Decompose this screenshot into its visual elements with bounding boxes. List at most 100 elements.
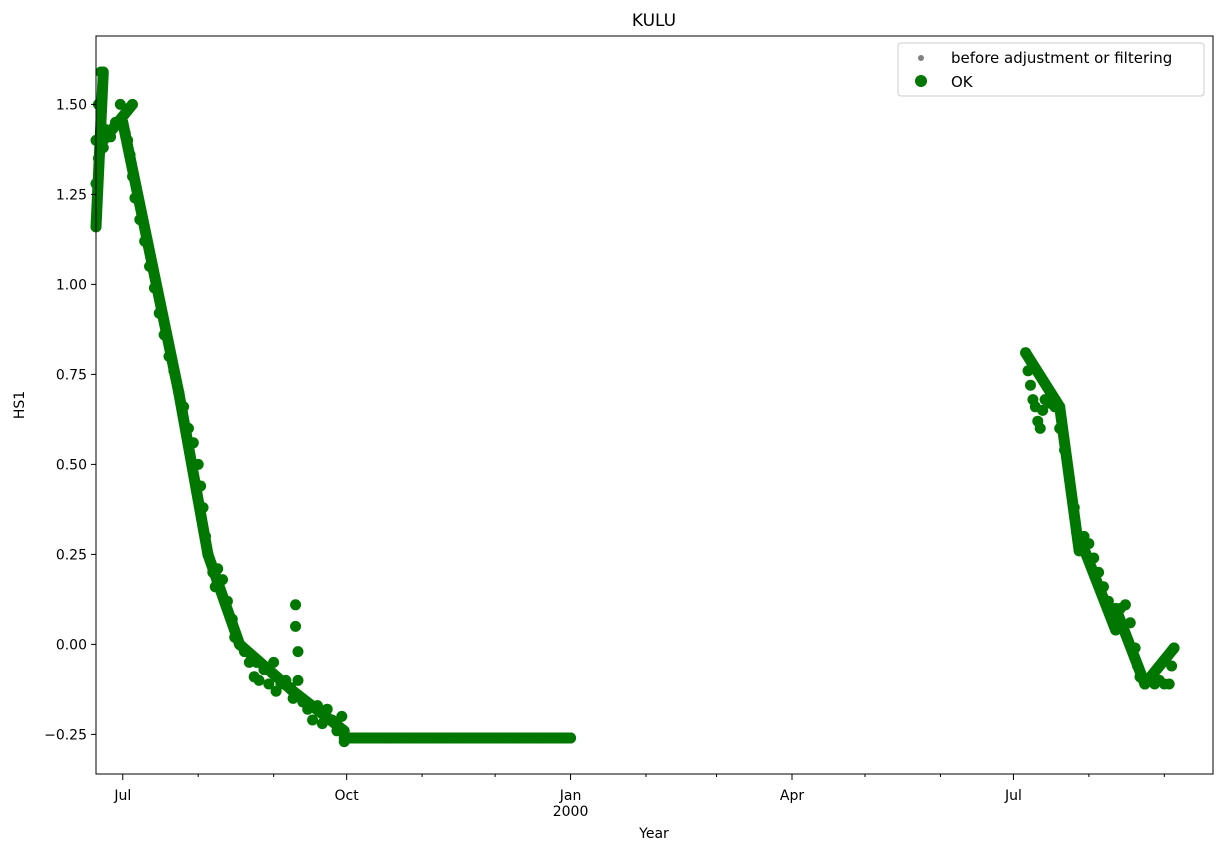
legend-label-ok: OK — [951, 73, 974, 91]
x-tick-label: Jul — [113, 788, 131, 804]
data-point — [565, 732, 577, 744]
data-band — [117, 116, 185, 398]
data-point — [316, 718, 328, 730]
plot-area — [90, 66, 1180, 748]
data-point — [139, 235, 151, 247]
data-point — [290, 620, 302, 632]
data-point — [253, 674, 265, 686]
data-point — [134, 214, 146, 226]
data-point — [1020, 347, 1032, 359]
data-point — [336, 710, 348, 722]
plot-frame — [95, 35, 1214, 775]
data-point — [326, 714, 338, 726]
data-point — [1063, 473, 1075, 485]
x-tick-label: Apr — [780, 788, 804, 804]
data-point — [1093, 566, 1105, 578]
data-point — [292, 674, 304, 686]
data-point — [217, 574, 229, 586]
data-point — [117, 116, 129, 128]
legend-label-before: before adjustment or filtering — [951, 49, 1172, 67]
data-point — [200, 530, 212, 542]
data-point — [221, 595, 233, 607]
data-point — [1110, 624, 1122, 636]
data-point — [144, 260, 156, 272]
y-tick-label: 1.00 — [56, 277, 87, 293]
data-point — [1068, 502, 1080, 514]
data-point — [212, 563, 224, 575]
data-point — [122, 134, 134, 146]
chart-title: KULU — [632, 11, 676, 31]
data-point — [307, 714, 319, 726]
data-point — [1024, 379, 1036, 391]
data-point — [1054, 422, 1066, 434]
data-point — [387, 732, 399, 744]
data-point — [1083, 538, 1095, 550]
data-point — [511, 732, 523, 744]
y-tick-label: 1.50 — [56, 97, 87, 113]
data-point — [1034, 422, 1046, 434]
data-point — [173, 386, 185, 398]
data-point — [462, 732, 474, 744]
legend-frame — [897, 42, 1205, 97]
data-point — [168, 365, 180, 377]
data-point — [192, 458, 204, 470]
data-point — [414, 732, 426, 744]
y-axis: −0.25 0.00 0.25 0.50 0.75 1.00 1.25 1.50 — [44, 97, 96, 743]
data-point — [1037, 404, 1049, 416]
data-point — [182, 422, 194, 434]
data-point — [92, 152, 104, 164]
data-point — [1088, 552, 1100, 564]
data-point — [197, 502, 209, 514]
data-point — [1073, 545, 1085, 557]
y-tick-label: 1.25 — [56, 187, 87, 203]
data-band — [173, 386, 214, 560]
data-point — [535, 732, 547, 744]
data-point — [321, 703, 333, 715]
data-point — [209, 581, 221, 593]
data-point — [487, 732, 499, 744]
y-tick-label: −0.25 — [44, 727, 87, 743]
data-point — [438, 732, 450, 744]
x-tick-sublabel: 2000 — [553, 804, 589, 820]
data-point — [1129, 642, 1141, 654]
data-point — [148, 282, 160, 294]
data-band — [1073, 530, 1122, 636]
y-tick-label: 0.00 — [56, 637, 87, 653]
data-point — [341, 732, 353, 744]
data-point — [263, 678, 275, 690]
data-point — [202, 548, 214, 560]
data-point — [238, 646, 250, 658]
y-axis-label: HS1 — [12, 391, 28, 419]
data-point — [158, 329, 170, 341]
data-point — [292, 646, 304, 658]
data-point — [105, 131, 117, 143]
legend-marker-ok — [915, 75, 927, 87]
data-point — [187, 437, 199, 449]
data-point — [251, 656, 263, 668]
data-band — [1020, 347, 1066, 413]
y-tick-label: 0.75 — [56, 367, 87, 383]
data-point — [1119, 599, 1131, 611]
data-point — [302, 703, 314, 715]
data-point — [95, 66, 107, 78]
data-point — [285, 682, 297, 694]
data-point — [268, 656, 280, 668]
data-point — [1102, 595, 1114, 607]
data-point — [178, 401, 190, 413]
data-point — [1124, 617, 1136, 629]
data-point — [127, 170, 139, 182]
data-point — [1022, 365, 1034, 377]
data-point — [97, 142, 109, 154]
data-point — [331, 725, 343, 737]
data-point — [1049, 401, 1061, 413]
data-point — [258, 664, 270, 676]
data-point — [290, 599, 302, 611]
data-point — [287, 692, 299, 704]
legend-marker-before — [918, 55, 924, 61]
data-point — [1132, 660, 1144, 672]
data-point — [1163, 678, 1175, 690]
data-point — [124, 149, 136, 161]
data-point — [311, 700, 323, 712]
